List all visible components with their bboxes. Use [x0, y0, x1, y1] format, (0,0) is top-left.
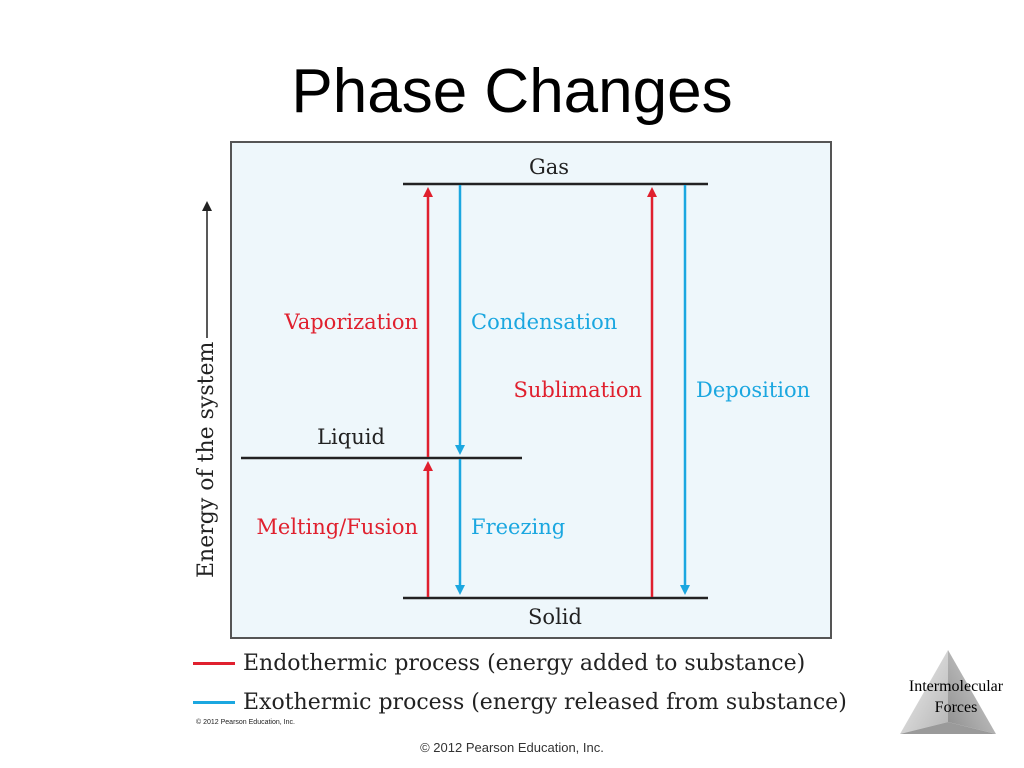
intermolecular-forces-logo: Intermolecular Forces: [892, 648, 1020, 740]
legend-endothermic-text: Endothermic process (energy added to sub…: [243, 650, 806, 676]
legend-endothermic-swatch: [193, 661, 235, 665]
condensation-label: Condensation: [471, 310, 617, 334]
pyramid-logo-icon: [900, 650, 996, 734]
legend-exothermic-text: Exothermic process (energy released from…: [243, 689, 847, 715]
diagram-panel: [230, 141, 832, 639]
vaporization-label: Vaporization: [283, 310, 418, 334]
legend-exothermic-swatch: [193, 700, 235, 704]
logo-line-2: Forces: [934, 699, 978, 716]
deposition-label: Deposition: [696, 378, 810, 402]
freezing-label: Freezing: [471, 515, 565, 539]
legend-exothermic: Exothermic process (energy released from…: [193, 687, 847, 717]
logo-text: Intermolecular Forces: [892, 676, 1020, 718]
footer-copyright: © 2012 Pearson Education, Inc.: [420, 740, 604, 755]
legend-endothermic: Endothermic process (energy added to sub…: [193, 648, 805, 678]
logo-line-1: Intermolecular: [908, 678, 1004, 695]
melting-fusion-label: Melting/Fusion: [256, 515, 418, 539]
solid-label: Solid: [528, 605, 582, 629]
liquid-label: Liquid: [317, 425, 385, 449]
gas-label: Gas: [529, 155, 569, 179]
slide-title: Phase Changes: [291, 57, 733, 126]
figure-copyright: © 2012 Pearson Education, Inc.: [196, 719, 295, 726]
energy-axis-label: Energy of the system: [194, 341, 219, 578]
sublimation-label: Sublimation: [513, 378, 642, 402]
